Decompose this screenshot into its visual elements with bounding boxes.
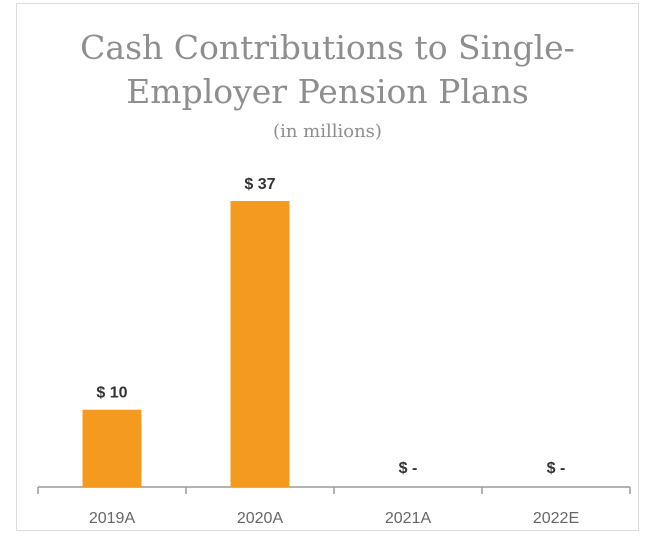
x-tick-label-2019A: 2019A bbox=[89, 510, 136, 527]
data-label-2019A: $ 10 bbox=[96, 385, 127, 402]
x-tick-label-2022E: 2022E bbox=[533, 510, 579, 527]
chart-title-line-2: Employer Pension Plans bbox=[126, 72, 529, 111]
data-label-2022E: $ - bbox=[547, 460, 566, 477]
data-label-2020A: $ 37 bbox=[244, 176, 275, 193]
chart-subtitle: (in millions) bbox=[273, 121, 382, 142]
x-tick-label-2021A: 2021A bbox=[385, 510, 432, 527]
data-label-2021A: $ - bbox=[399, 460, 418, 477]
bar-2019A bbox=[82, 409, 142, 487]
chart-title-line-1: Cash Contributions to Single- bbox=[80, 28, 575, 67]
x-tick-label-2020A: 2020A bbox=[237, 510, 284, 527]
bar-2020A bbox=[230, 201, 290, 487]
